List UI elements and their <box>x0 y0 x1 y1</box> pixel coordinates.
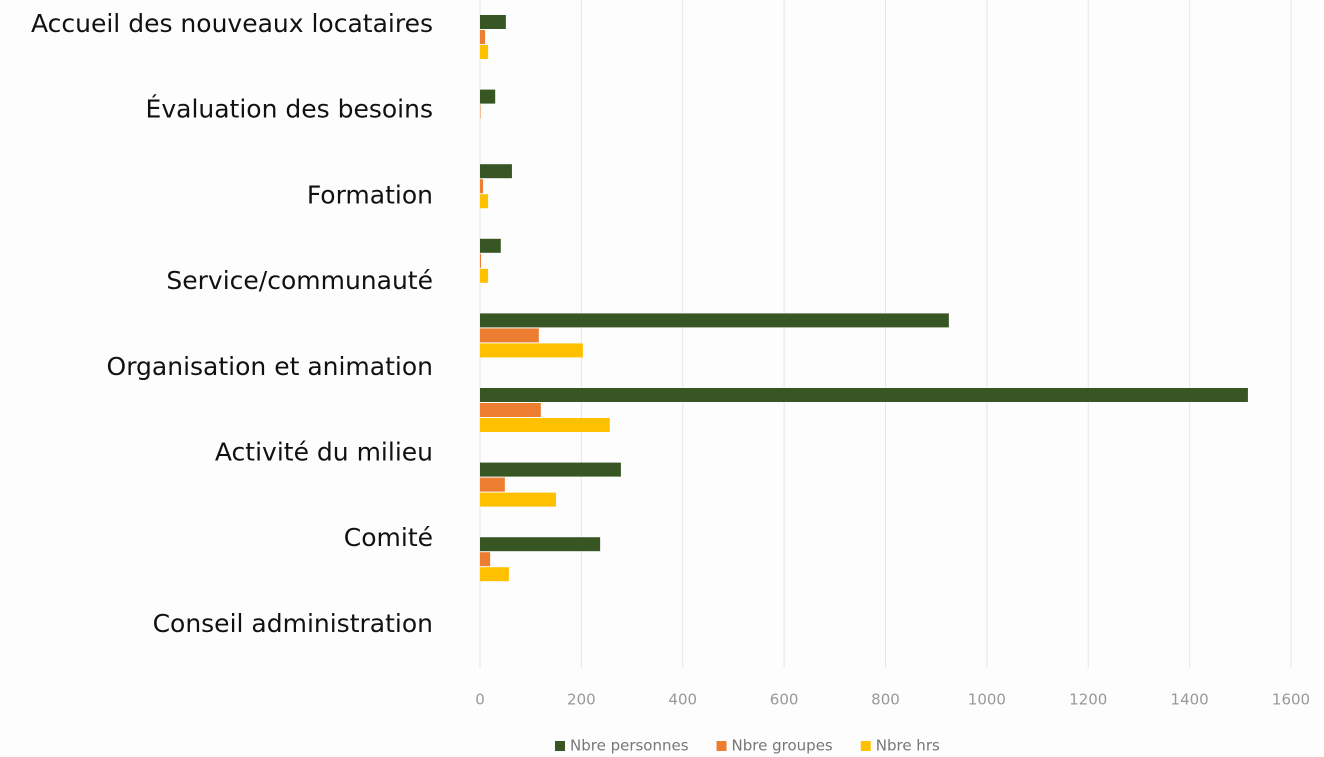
category-label: Activité du milieu <box>215 438 433 467</box>
x-tick-label: 600 <box>770 691 799 709</box>
bar <box>480 567 509 582</box>
bar <box>480 238 501 253</box>
x-tick-label: 1600 <box>1272 691 1310 709</box>
bar <box>480 388 1248 402</box>
bar <box>480 343 583 358</box>
category-label: Accueil des nouveaux locataires <box>31 9 433 38</box>
bar <box>480 462 621 477</box>
bar <box>480 418 610 432</box>
x-tick-label: 400 <box>668 691 697 709</box>
legend-label: Nbre groupes <box>732 737 833 755</box>
bar <box>480 537 601 552</box>
bar <box>480 403 541 417</box>
legend-swatch <box>555 741 565 751</box>
bar <box>480 164 512 179</box>
legend-swatch <box>716 741 727 751</box>
bar <box>480 268 489 283</box>
bar <box>480 477 505 492</box>
x-tick-label: 800 <box>871 691 900 709</box>
x-tick-label: 1200 <box>1069 691 1107 709</box>
x-tick-label: 1400 <box>1171 691 1209 709</box>
category-label: Organisation et animation <box>107 352 433 381</box>
bar <box>480 328 539 343</box>
legend-label: Nbre personnes <box>570 737 689 755</box>
bar <box>480 552 491 567</box>
bar <box>480 104 481 119</box>
bar <box>480 492 557 507</box>
x-tick-label: 1000 <box>968 691 1006 709</box>
bar <box>480 45 489 59</box>
bar <box>480 179 484 194</box>
bar <box>480 194 489 209</box>
legend-label: Nbre hrs <box>876 737 940 755</box>
category-label: Formation <box>307 180 433 209</box>
category-label: Comité <box>344 523 433 552</box>
bar <box>480 253 482 268</box>
x-tick-label: 0 <box>475 691 485 709</box>
bar <box>480 313 949 328</box>
category-label: Service/communauté <box>166 266 433 295</box>
legend-swatch <box>860 741 871 751</box>
category-label: Conseil administration <box>153 609 433 638</box>
bar <box>480 15 506 29</box>
bar <box>480 30 486 44</box>
bar <box>480 89 496 104</box>
x-tick-label: 200 <box>567 691 596 709</box>
category-label: Évaluation des besoins <box>146 95 433 124</box>
